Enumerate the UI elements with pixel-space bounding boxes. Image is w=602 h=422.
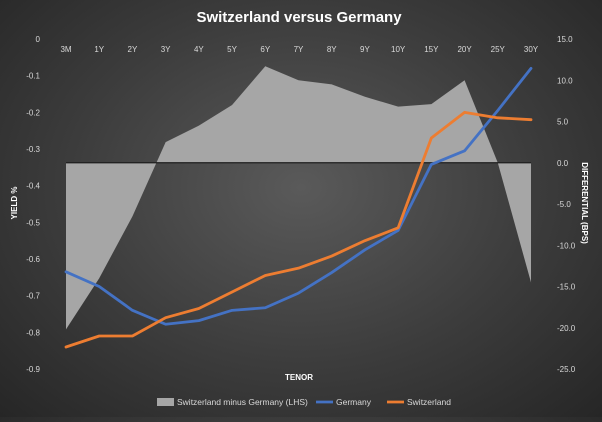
y-left-tick-label: -0.4 <box>26 182 40 191</box>
y-right-tick-label: -15.0 <box>557 283 576 292</box>
x-tick-label: 10Y <box>391 45 406 54</box>
x-tick-label: 30Y <box>524 45 539 54</box>
area-layer <box>66 66 531 329</box>
x-tick-label: 9Y <box>360 45 370 54</box>
y-left-tick-label: -0.6 <box>26 255 40 264</box>
y-left-tick-label: -0.5 <box>26 218 40 227</box>
y-right-tick-label: 15.0 <box>557 35 573 44</box>
x-tick-label: 25Y <box>491 45 506 54</box>
y-right-tick-label: 5.0 <box>557 118 569 127</box>
legend-label: Switzerland minus Germany (LHS) <box>177 397 308 407</box>
x-tick-label: 20Y <box>457 45 472 54</box>
x-category-ticks: 3M 1Y 2Y 3Y 4Y 5Y 6Y 7Y 8Y 9Y 10Y 15Y 20Y 25Y 30Y <box>60 45 538 54</box>
y-left-tick-label: 0 <box>36 35 41 44</box>
y-left-tick-label: -0.1 <box>26 72 40 81</box>
y-right-tick-label: 0.0 <box>557 159 569 168</box>
x-tick-label: 7Y <box>294 45 304 54</box>
y-right-tick-label: 10.0 <box>557 76 573 85</box>
legend-label: Germany <box>336 397 372 407</box>
x-tick-label: 3Y <box>161 45 171 54</box>
y-left-ticks: 0 -0.1 -0.2 -0.3 -0.4 -0.5 -0.6 -0.7 -0.8 -0.9 <box>26 35 40 374</box>
y-left-tick-label: -0.9 <box>26 365 40 374</box>
x-tick-label: 5Y <box>227 45 237 54</box>
x-tick-label: 2Y <box>128 45 138 54</box>
x-tick-label: 4Y <box>194 45 204 54</box>
y-right-ticks: 15.0 10.0 5.0 0.0 -5.0 -10.0 -15.0 -20.0 -25.0 <box>557 35 576 374</box>
x-tick-label: 1Y <box>94 45 104 54</box>
chart-title: Switzerland versus Germany <box>196 9 402 26</box>
y-right-tick-label: -10.0 <box>557 241 576 250</box>
y-left-tick-label: -0.3 <box>26 145 40 154</box>
x-tick-label: 15Y <box>424 45 439 54</box>
y-right-tick-label: -20.0 <box>557 324 576 333</box>
legend: Switzerland minus Germany (LHS) Germany Sw… <box>157 397 451 407</box>
y-left-tick-label: -0.8 <box>26 328 40 337</box>
legend-swatch-differential <box>157 398 174 406</box>
x-tick-label: 8Y <box>327 45 337 54</box>
y-left-tick-label: -0.2 <box>26 108 40 117</box>
y-left-tick-label: -0.7 <box>26 292 40 301</box>
x-axis-title: TENOR <box>285 373 313 382</box>
y-right-tick-label: -25.0 <box>557 365 576 374</box>
legend-label: Switzerland <box>407 397 451 407</box>
differential-area <box>66 66 531 329</box>
x-tick-label: 3M <box>60 45 71 54</box>
y-right-tick-label: -5.0 <box>557 200 571 209</box>
y-left-axis-title: YIELD % <box>10 187 19 220</box>
y-right-axis-title: DIFFERENTIAL (BPS) <box>580 162 589 244</box>
x-tick-label: 6Y <box>260 45 270 54</box>
